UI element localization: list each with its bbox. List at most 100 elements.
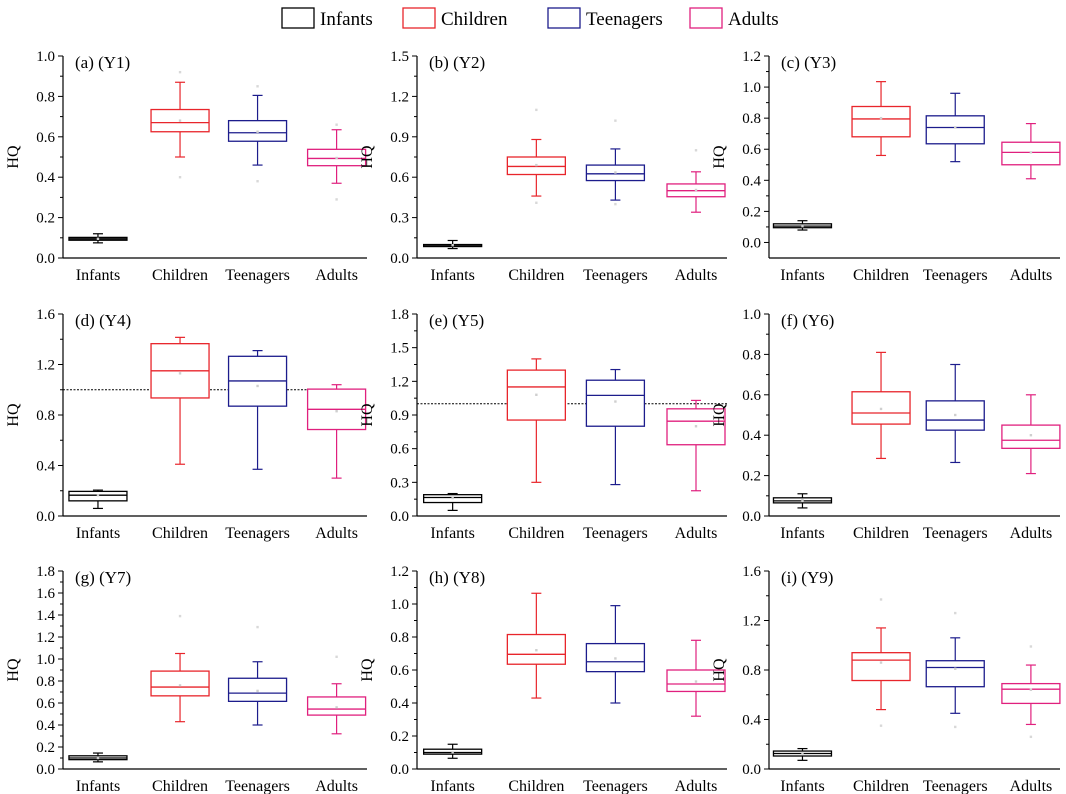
panel-title: (b) (Y2) (429, 53, 485, 72)
y-tick-label: 0.8 (36, 408, 55, 424)
panel-9: 0.0 0.4 0.8 1.2 1.6 HQ (i) (Y9) Infants Children… (711, 564, 1061, 794)
mean-marker (178, 119, 182, 122)
box-children (506, 592, 567, 699)
mean-marker (96, 237, 100, 241)
y-axis-label: HQ (359, 145, 376, 169)
x-tick-label: Teenagers (225, 267, 290, 284)
y-tick-label: 0.0 (36, 509, 55, 525)
y-tick-label: 0.6 (36, 696, 55, 712)
mean-marker (1029, 151, 1033, 154)
outlier-point (1029, 645, 1033, 648)
box-iqr (150, 670, 210, 697)
legend-item-infants: Infants (281, 7, 373, 30)
x-tick-label: Teenagers (583, 525, 648, 542)
y-tick-label: 0.0 (390, 251, 409, 267)
x-tick-label: Infants (430, 778, 474, 794)
y-tick-label: 0.4 (390, 696, 409, 712)
mean-marker (1029, 434, 1033, 437)
y-tick-label: 0.6 (742, 142, 761, 158)
mean-marker (1029, 688, 1033, 691)
box-adults (666, 149, 726, 213)
box-children (506, 358, 567, 483)
y-tick-label: 1.2 (36, 358, 55, 374)
box-children (851, 598, 911, 727)
x-tick-label: Adults (315, 778, 358, 794)
y-tick-label: 1.6 (742, 564, 761, 580)
x-tick-label: Infants (430, 525, 474, 542)
y-axis-label: HQ (711, 145, 728, 169)
y-tick-label: 1.2 (742, 614, 761, 630)
outlier-point (335, 198, 338, 201)
box-iqr (851, 652, 911, 682)
x-tick-label: Adults (675, 778, 718, 794)
y-tick-label: 0.6 (742, 388, 761, 404)
x-tick-label: Adults (1010, 267, 1053, 284)
y-tick-label: 1.2 (390, 89, 409, 105)
x-tick-label: Adults (315, 267, 358, 284)
y-tick-label: 0.0 (742, 509, 761, 525)
box-iqr (851, 105, 911, 138)
mean-marker (96, 493, 100, 497)
outlier-point (256, 180, 259, 183)
y-axis-label: HQ (5, 658, 22, 682)
x-tick-label: Children (152, 778, 208, 794)
mean-marker (535, 649, 538, 652)
y-tick-label: 1.2 (390, 564, 409, 580)
box-infants (68, 233, 128, 244)
x-tick-label: Adults (315, 525, 358, 542)
box-teenagers (227, 85, 288, 183)
box-infants (68, 489, 128, 510)
box-teenagers (585, 119, 646, 206)
mean-marker (451, 751, 454, 754)
mean-marker (256, 130, 259, 133)
panel-5: 0.0 0.3 0.6 0.9 1.2 1.5 1.8 HQ (e) (Y5) Infants Ch… (359, 307, 727, 542)
legend-label: Children (441, 9, 508, 30)
y-tick-label: 0.4 (36, 718, 55, 734)
x-tick-label: Teenagers (225, 778, 290, 794)
y-tick-label: 0.8 (36, 89, 55, 105)
box-adults (306, 123, 367, 201)
panel-6: 0.0 0.2 0.4 0.6 0.8 1.0 HQ (f) (Y6) Infants Child… (711, 307, 1061, 542)
box-iqr (851, 391, 911, 425)
legend-item-teenagers: Teenagers (547, 7, 663, 30)
outlier-point (954, 611, 957, 615)
mean-marker (879, 116, 883, 120)
box-adults (306, 655, 367, 735)
box-children (851, 81, 911, 157)
outlier-point (256, 85, 259, 88)
box-infants (772, 747, 833, 761)
outlier-point (178, 70, 182, 74)
box-iqr (1001, 682, 1061, 705)
mean-marker (614, 657, 617, 660)
y-tick-label: 0.4 (742, 173, 761, 189)
y-axis-label: HQ (711, 658, 728, 682)
mean-marker (256, 689, 259, 693)
x-tick-label: Teenagers (583, 778, 648, 794)
x-tick-label: Children (152, 525, 208, 542)
x-tick-label: Teenagers (583, 267, 648, 284)
x-tick-label: Teenagers (225, 525, 290, 542)
panel-title: (d) (Y4) (75, 311, 131, 330)
y-tick-label: 0.4 (742, 713, 761, 729)
y-tick-label: 0.0 (36, 251, 55, 267)
mean-marker (614, 171, 617, 174)
x-tick-label: Children (508, 525, 564, 542)
y-tick-label: 0.0 (742, 762, 761, 778)
legend-swatch (689, 7, 723, 29)
mean-marker (801, 224, 804, 228)
y-axis-label: HQ (711, 403, 728, 427)
outlier-point (256, 625, 259, 629)
box-iqr (1001, 424, 1061, 449)
y-tick-label: 0.2 (36, 740, 55, 756)
y-tick-label: 0.4 (36, 459, 55, 475)
y-tick-label: 1.2 (742, 49, 761, 65)
mean-marker (335, 156, 338, 160)
box-iqr (585, 379, 646, 427)
y-tick-label: 0.3 (390, 211, 409, 227)
mean-marker (535, 393, 538, 396)
x-tick-label: Children (853, 267, 909, 284)
panel-title: (g) (Y7) (75, 568, 131, 587)
legend-item-adults: Adults (689, 7, 779, 30)
box-iqr (306, 696, 367, 716)
x-tick-label: Infants (76, 525, 120, 542)
